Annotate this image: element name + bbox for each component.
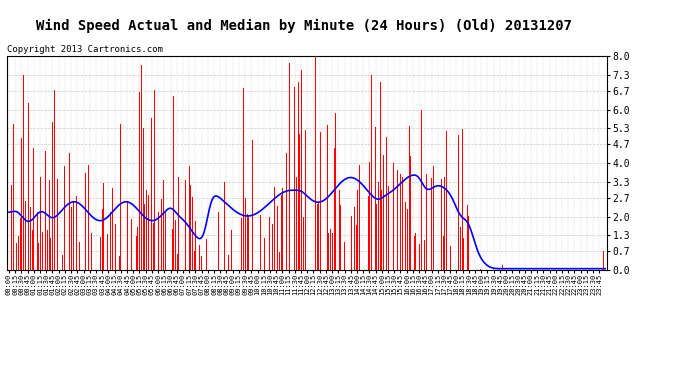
Text: Wind Speed Actual and Median by Minute (24 Hours) (Old) 20131207: Wind Speed Actual and Median by Minute (… [36,19,571,33]
Text: Copyright 2013 Cartronics.com: Copyright 2013 Cartronics.com [7,45,163,54]
